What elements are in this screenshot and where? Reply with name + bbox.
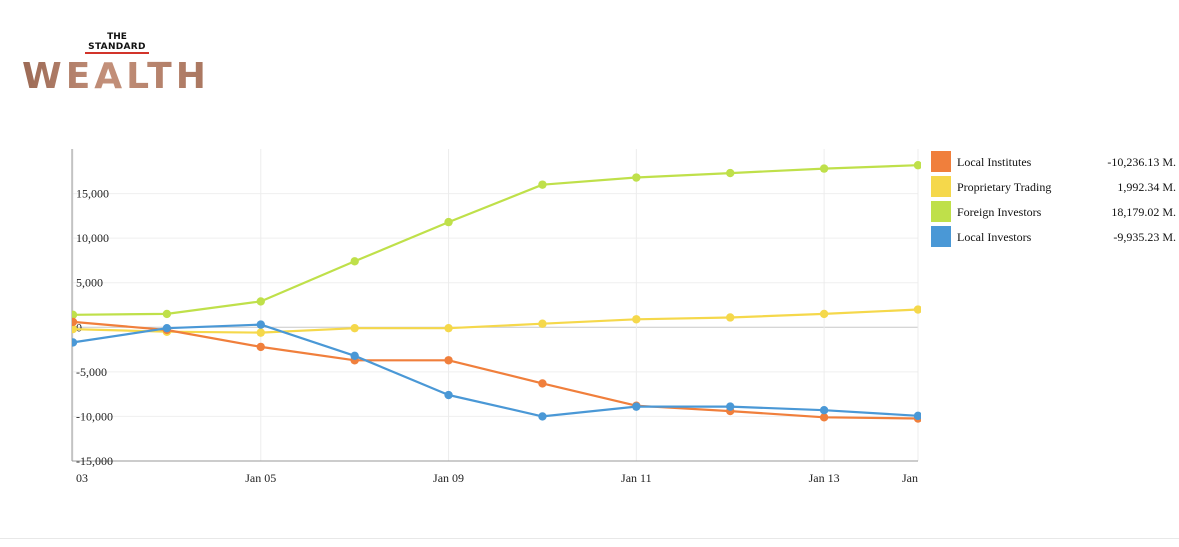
y-tick-label: 15,000 — [76, 187, 109, 201]
brand-wealth: WEALTH — [22, 56, 210, 97]
data-point-foreign-investors — [72, 310, 78, 320]
bottom-divider — [0, 538, 1179, 539]
data-point-foreign-investors — [538, 180, 547, 189]
data-point-local-investors — [256, 320, 265, 329]
y-tick-label: -5,000 — [76, 365, 107, 379]
legend-item-foreign-investors[interactable]: Foreign Investors 18,179.02 M. — [931, 201, 1176, 226]
data-point-local-investors — [538, 412, 547, 421]
legend-name: Local Investors — [957, 230, 1032, 244]
data-point-proprietary-trading — [444, 323, 453, 333]
legend-value: -9,935.23 M. — [1113, 230, 1176, 244]
data-point-local-institutes — [819, 413, 829, 422]
legend-item-local-investors[interactable]: Local Investors -9,935.23 M. — [931, 226, 1176, 251]
data-point-foreign-investors — [913, 161, 921, 170]
y-tick-label: 10,000 — [76, 231, 109, 245]
legend-name: Local Institutes — [957, 155, 1032, 169]
x-tick-label: Jan 11 — [621, 471, 652, 485]
data-point-local-investors — [162, 323, 172, 333]
data-point-local-institutes — [256, 342, 265, 352]
data-point-proprietary-trading — [538, 319, 547, 328]
legend-value: 18,179.02 M. — [1111, 205, 1176, 219]
series-line-local-institutes — [72, 320, 919, 420]
data-point-local-investors — [444, 390, 453, 400]
data-point-proprietary-trading — [350, 323, 359, 333]
x-tick-label: Jan 13 — [809, 471, 840, 485]
legend-value: 1,992.34 M. — [1117, 180, 1176, 194]
legend-item-local-institutes[interactable]: Local Institutes -10,236.13 M. — [931, 151, 1176, 176]
y-tick-label: 0 — [76, 320, 82, 334]
legend-value: -10,236.13 M. — [1107, 155, 1176, 169]
x-tick-label: 03 — [76, 471, 88, 485]
data-point-local-investors — [632, 402, 641, 411]
data-point-proprietary-trading — [819, 309, 829, 319]
legend-name: Foreign Investors — [957, 205, 1042, 219]
brand-standard: STANDARD — [88, 42, 146, 52]
data-point-proprietary-trading — [256, 328, 265, 337]
brand-rule — [85, 52, 149, 54]
data-point-local-institutes — [538, 379, 547, 388]
data-point-local-investors — [350, 351, 359, 361]
legend-name: Proprietary Trading — [957, 180, 1052, 194]
data-point-local-institutes — [72, 317, 78, 327]
data-point-local-investors — [913, 411, 921, 421]
data-point-local-investors — [819, 405, 829, 415]
series-line-foreign-investors — [72, 164, 919, 316]
data-point-proprietary-trading — [726, 313, 735, 322]
data-point-foreign-investors — [256, 297, 265, 306]
data-point-foreign-investors — [819, 164, 829, 173]
data-point-foreign-investors — [726, 168, 735, 178]
brand-logo: THE STANDARD WEALTH — [22, 32, 217, 97]
y-tick-label: -10,000 — [76, 409, 113, 423]
x-tick-label: Jan — [902, 471, 918, 485]
data-point-foreign-investors — [162, 309, 172, 319]
series-line-local-investors — [72, 323, 919, 418]
data-point-foreign-investors — [632, 173, 641, 182]
data-point-local-investors — [72, 338, 78, 347]
data-point-local-institutes — [444, 356, 453, 365]
legend-swatch — [931, 151, 951, 172]
y-tick-label: 5,000 — [76, 276, 103, 290]
data-point-foreign-investors — [350, 257, 359, 266]
x-tick-label: Jan 05 — [245, 471, 276, 485]
y-tick-label: -15,000 — [76, 454, 113, 468]
legend-swatch — [931, 176, 951, 197]
data-point-proprietary-trading — [72, 324, 78, 334]
series-line-proprietary-trading — [72, 308, 919, 334]
brand-the: THE — [107, 32, 127, 42]
data-point-proprietary-trading — [632, 315, 641, 324]
x-tick-label: Jan 09 — [433, 471, 464, 485]
data-point-local-investors — [726, 402, 735, 411]
legend-swatch — [931, 201, 951, 222]
legend-swatch — [931, 226, 951, 247]
data-point-proprietary-trading — [913, 305, 921, 314]
chart-legend: Local Institutes -10,236.13 M. Proprieta… — [931, 151, 1176, 251]
data-point-foreign-investors — [444, 217, 453, 227]
legend-item-proprietary-trading[interactable]: Proprietary Trading 1,992.34 M. — [931, 176, 1176, 201]
